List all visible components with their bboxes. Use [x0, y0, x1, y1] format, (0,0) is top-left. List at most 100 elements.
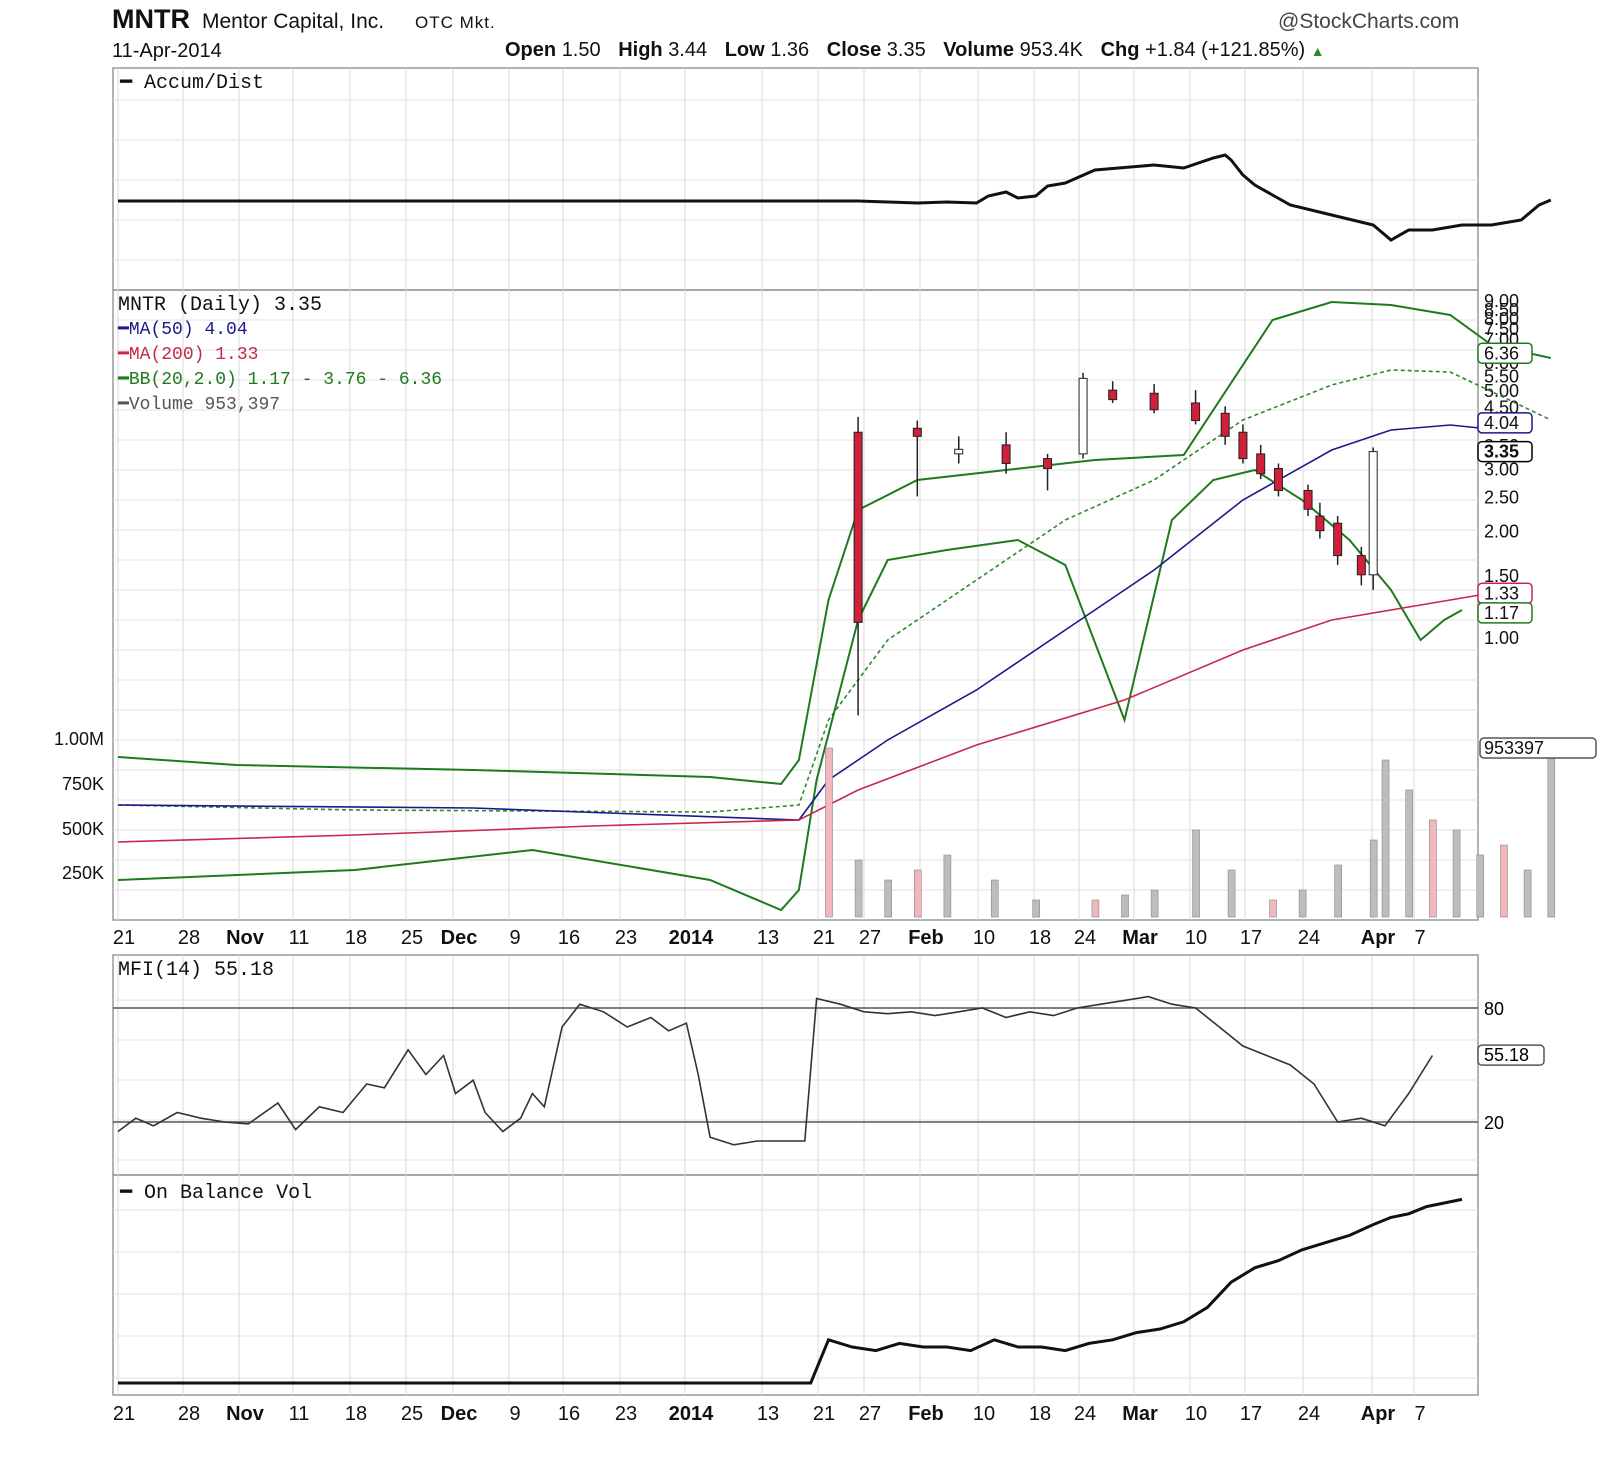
legend-2: ━BB(20,2.0) 1.17 - 3.76 - 6.36	[117, 370, 442, 390]
x-tick-label: 18	[1029, 927, 1051, 949]
open-value: 1.50	[561, 39, 601, 61]
volume-bar	[825, 747, 833, 918]
watermark: @StockCharts.com	[1278, 10, 1460, 33]
volume-bar	[854, 859, 863, 918]
candle-body	[1238, 431, 1248, 460]
y-tick-label: 8.50	[1484, 300, 1519, 320]
candle-body	[1368, 451, 1378, 576]
legend-accum-dist: ━ Accum/Dist	[119, 72, 264, 95]
x-tick-label: 23	[615, 1403, 637, 1425]
volume-bar	[1269, 899, 1277, 918]
x-tick-label: Nov	[226, 927, 265, 949]
volume-bar	[1523, 869, 1532, 918]
x-tick-label: 27	[859, 927, 881, 949]
x-tick-label: Apr	[1361, 1403, 1396, 1425]
x-tick-label: 10	[1185, 927, 1207, 949]
x-tick-label: 25	[401, 927, 423, 949]
candle-body	[1356, 555, 1366, 576]
x-tick-label: Mar	[1122, 927, 1158, 949]
x-tick-label: 16	[558, 1403, 580, 1425]
y-tick-label: 1.00	[1484, 628, 1519, 648]
x-tick-label: 25	[401, 1403, 423, 1425]
value-tag-box	[1477, 602, 1533, 624]
x-tick-label: 17	[1240, 927, 1262, 949]
x-tick-label: 27	[859, 1403, 881, 1425]
value-tag-box	[1477, 412, 1533, 434]
value-tag: 4.04	[1484, 413, 1519, 433]
x-tick-label: 18	[1029, 1403, 1051, 1425]
volume-bar	[990, 879, 999, 918]
low-value: 1.36	[770, 39, 810, 61]
x-tick-label: 9	[509, 927, 520, 949]
x-tick-label: 7	[1414, 1403, 1425, 1425]
x-tick-label: Feb	[908, 927, 944, 949]
x-tick-label: Nov	[226, 1403, 265, 1425]
volume-bar	[1405, 789, 1414, 918]
legend-mfi: MFI(14) 55.18	[118, 959, 274, 982]
volume-bar	[1429, 819, 1437, 918]
volume-bar	[1452, 829, 1461, 918]
x-tick-label: 24	[1298, 1403, 1320, 1425]
candle-body	[1333, 522, 1343, 557]
x-tick-label: Apr	[1361, 927, 1396, 949]
volume-bar	[1476, 854, 1485, 918]
volume-bar	[884, 879, 892, 918]
quote-date: 11-Apr-2014	[112, 40, 222, 62]
ohlc-summary: Open 1.50 High 3.44 Low 1.36 Close 3.35 …	[505, 39, 1325, 62]
volume-bar	[1369, 839, 1378, 918]
value-tag: 6.36	[1484, 343, 1519, 363]
price-title: MNTR (Daily) 3.35	[118, 294, 322, 317]
close-label: Close	[826, 39, 882, 61]
x-tick-label: 21	[813, 927, 835, 949]
chg-value: +1.84 (+121.85%)	[1145, 39, 1306, 61]
volume-tick-label: 750K	[62, 774, 104, 794]
x-tick-label: Feb	[908, 1403, 944, 1425]
x-tick-label: 17	[1240, 1403, 1262, 1425]
x-tick-label: 21	[113, 1403, 135, 1425]
mfi-tick: 80	[1484, 999, 1504, 1019]
x-tick-label: 9	[509, 1403, 520, 1425]
panel-frame-ad	[112, 67, 1479, 291]
candle-body	[1108, 389, 1118, 401]
candle-body	[954, 448, 964, 455]
candle-body	[1256, 453, 1266, 475]
mfi-tick: 20	[1484, 1113, 1504, 1133]
value-tag-box	[1477, 342, 1533, 365]
y-tick-label: 8.00	[1484, 309, 1519, 329]
high-value: 3.44	[668, 39, 708, 61]
y-tick-label: 9.00	[1484, 291, 1519, 311]
x-tick-label: 10	[1185, 1403, 1207, 1425]
x-tick-label: 2014	[669, 927, 714, 949]
bb-upper-line	[117, 300, 1552, 786]
company-name: Mentor Capital, Inc.	[202, 10, 385, 33]
candle-body	[1220, 412, 1230, 437]
candle-body	[1043, 458, 1053, 469]
chg-label: Chg	[1100, 39, 1140, 61]
y-tick-label: 5.00	[1484, 381, 1519, 401]
volume-tag-box	[1479, 737, 1597, 759]
volume-tick-label: 1.00M	[54, 729, 104, 749]
candle-body	[1191, 402, 1201, 422]
bb-lower-line	[117, 468, 1463, 912]
legend-3: ━Volume 953,397	[117, 395, 280, 415]
volume-bar	[1500, 844, 1508, 918]
open-label: Open	[505, 39, 557, 61]
volume-bar	[1227, 869, 1236, 918]
market-label: OTC Mkt.	[415, 13, 496, 32]
candle-body	[912, 427, 922, 437]
mfi-line	[117, 995, 1434, 1146]
symbol: MNTR	[112, 4, 190, 34]
y-tick-label: 5.50	[1484, 367, 1519, 387]
y-tick-label: 2.00	[1484, 522, 1519, 542]
volume-tag: 953397	[1484, 738, 1544, 758]
series-line-accum-dist	[118, 153, 1552, 242]
bb-middle-line	[117, 369, 1552, 813]
y-tick-label: 3.00	[1484, 460, 1519, 480]
x-tick-label: 24	[1298, 927, 1320, 949]
volume-bar	[913, 869, 922, 918]
volume-bar	[1192, 829, 1200, 918]
y-tick-label: 1.50	[1484, 566, 1519, 586]
mfi-tag-box	[1477, 1044, 1545, 1066]
candle-body	[1001, 444, 1011, 464]
